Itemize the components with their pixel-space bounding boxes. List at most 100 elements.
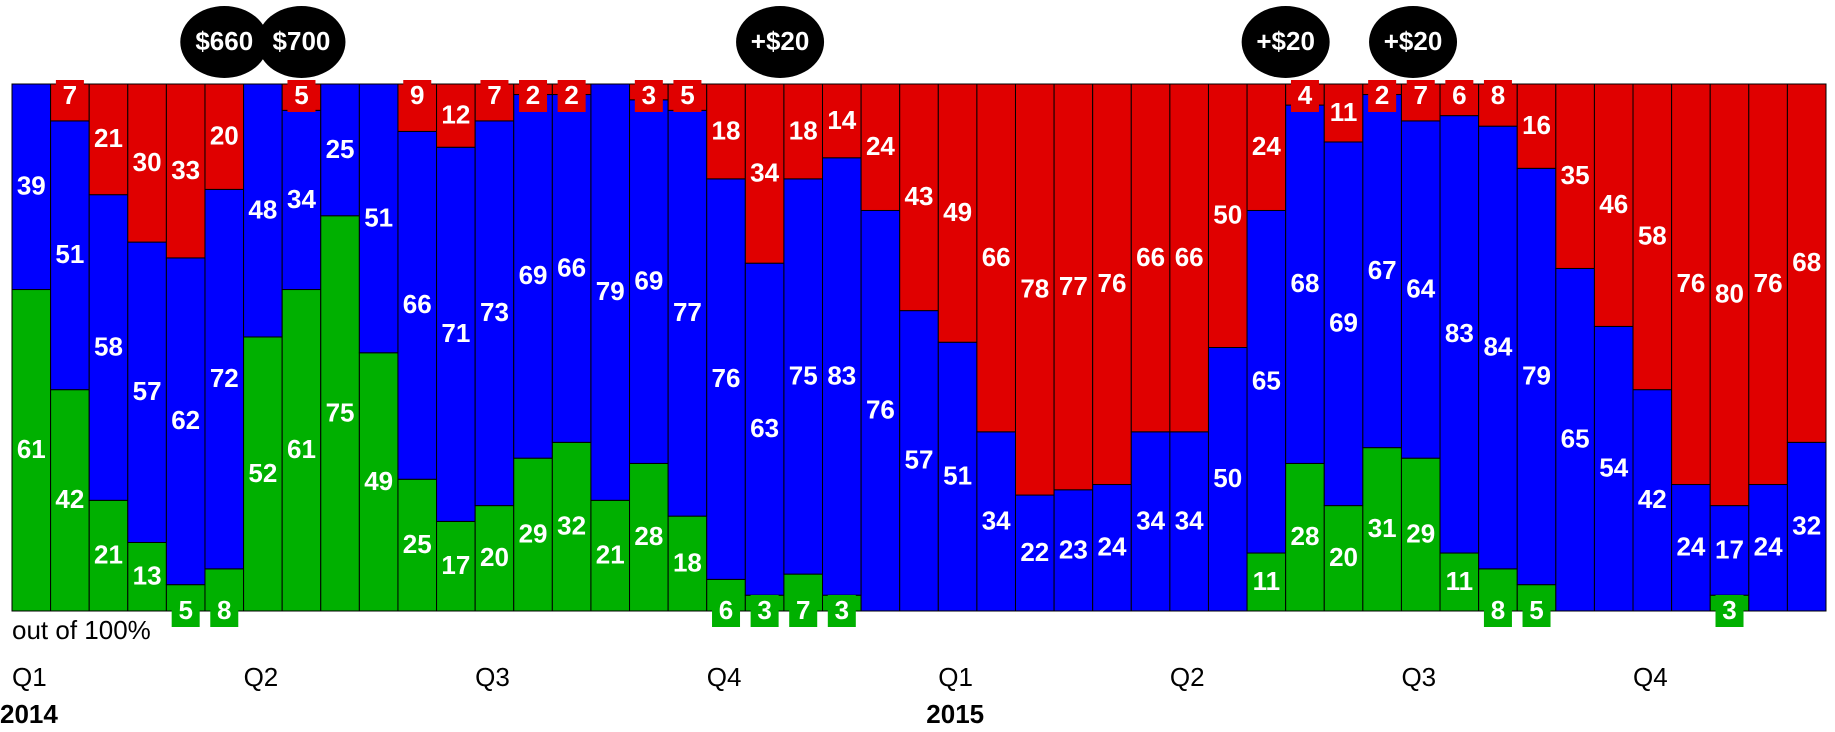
bar-segment bbox=[1709, 83, 1750, 507]
bar-segment bbox=[11, 83, 52, 291]
bar-segment bbox=[204, 83, 245, 190]
data-label: 30 bbox=[133, 147, 162, 177]
data-label: 79 bbox=[596, 276, 625, 306]
data-label: 72 bbox=[210, 363, 239, 393]
label-box bbox=[287, 80, 316, 112]
data-label: 23 bbox=[1059, 534, 1088, 564]
bar-segment bbox=[976, 83, 1016, 433]
data-label: 18 bbox=[789, 115, 818, 145]
data-label: 80 bbox=[1715, 279, 1744, 309]
data-label: 46 bbox=[1599, 189, 1628, 219]
data-label: 20 bbox=[1329, 542, 1358, 572]
bar-segment bbox=[1169, 431, 1209, 612]
data-label: 25 bbox=[326, 134, 355, 164]
data-label: 24 bbox=[866, 131, 895, 161]
data-label: 24 bbox=[1676, 532, 1705, 562]
data-label: 34 bbox=[287, 184, 316, 214]
bar-segment bbox=[513, 457, 553, 612]
data-label: 43 bbox=[905, 181, 934, 211]
label-box bbox=[789, 595, 818, 627]
data-label: 65 bbox=[1252, 366, 1281, 396]
data-label: 65 bbox=[1561, 424, 1590, 454]
bar-segment bbox=[88, 83, 129, 196]
data-label: 22 bbox=[1020, 537, 1049, 567]
data-label: 79 bbox=[1522, 360, 1551, 390]
bar-segment bbox=[1786, 441, 1827, 612]
annotation-bubble bbox=[736, 6, 825, 78]
x-tick-label: Q4 bbox=[1633, 662, 1668, 692]
data-label: 54 bbox=[1599, 453, 1628, 483]
data-label: 32 bbox=[557, 511, 586, 541]
year-label: 2014 bbox=[0, 699, 58, 729]
bar-segment bbox=[88, 499, 129, 612]
label-box bbox=[1715, 595, 1744, 627]
bar-segment bbox=[1014, 83, 1055, 496]
label-box bbox=[519, 80, 548, 112]
bar-segment bbox=[1053, 489, 1094, 612]
data-label: 24 bbox=[1754, 532, 1783, 562]
data-label: 4 bbox=[1298, 80, 1313, 110]
data-label: 49 bbox=[364, 466, 393, 496]
annotation-bubble bbox=[257, 6, 346, 78]
annotation: $660 bbox=[195, 26, 253, 56]
bar-segment bbox=[281, 109, 322, 291]
bar-segment bbox=[860, 209, 901, 612]
label-box bbox=[1368, 80, 1397, 112]
label-box bbox=[673, 80, 702, 112]
bar-segment bbox=[320, 83, 360, 217]
bar-segment bbox=[1786, 83, 1827, 443]
data-label: 28 bbox=[634, 521, 663, 551]
label-box bbox=[403, 80, 432, 112]
x-tick-label: Q2 bbox=[244, 662, 279, 692]
bar-segment bbox=[590, 499, 631, 612]
data-label: 2 bbox=[564, 80, 578, 110]
bar-segment bbox=[976, 431, 1016, 612]
data-label: 24 bbox=[1252, 131, 1281, 161]
bar-segment bbox=[822, 83, 862, 159]
bar-segment bbox=[1593, 83, 1634, 327]
bar-segment bbox=[243, 83, 283, 338]
bar-segment bbox=[1362, 94, 1402, 449]
bar-segment bbox=[1671, 484, 1711, 612]
data-label: 5 bbox=[178, 595, 192, 625]
data-label: 24 bbox=[1098, 532, 1127, 562]
note: out of 100% bbox=[12, 615, 151, 645]
data-label: 14 bbox=[827, 105, 856, 135]
data-label: 6 bbox=[1452, 80, 1466, 110]
data-label: 2 bbox=[526, 80, 540, 110]
data-label: 7 bbox=[63, 80, 77, 110]
bar-segment bbox=[899, 83, 939, 312]
bar-segment bbox=[1516, 83, 1557, 169]
label-box bbox=[750, 595, 779, 627]
x-tick-label: Q1 bbox=[938, 662, 973, 692]
annotation: $700 bbox=[273, 26, 331, 56]
data-label: 11 bbox=[1446, 566, 1474, 596]
data-label: 76 bbox=[866, 395, 895, 425]
bar-segment bbox=[744, 83, 785, 264]
bar-segment bbox=[1362, 447, 1402, 612]
data-label: 3 bbox=[757, 595, 771, 625]
bar-segment bbox=[590, 83, 631, 501]
label-box bbox=[1483, 80, 1512, 112]
x-tick-label: Q2 bbox=[1170, 662, 1205, 692]
bar-segment bbox=[165, 257, 206, 586]
year-label: 2015 bbox=[926, 699, 984, 729]
bar-segment bbox=[1516, 167, 1557, 586]
data-label: 3 bbox=[835, 595, 849, 625]
bar-segment bbox=[1400, 457, 1441, 612]
data-label: 57 bbox=[905, 445, 934, 475]
data-label: 61 bbox=[17, 434, 46, 464]
data-label: 68 bbox=[1792, 247, 1821, 277]
bar-segment bbox=[1323, 83, 1364, 143]
x-tick-label: Q3 bbox=[475, 662, 510, 692]
bar-segment bbox=[1207, 83, 1248, 348]
data-label: 57 bbox=[133, 376, 162, 406]
data-label: 3 bbox=[642, 80, 656, 110]
label-box bbox=[712, 595, 741, 627]
data-label: 66 bbox=[1175, 242, 1204, 272]
label-box bbox=[1483, 595, 1512, 627]
data-label: 34 bbox=[1175, 505, 1204, 535]
annotation: +$20 bbox=[1256, 26, 1315, 56]
data-label: 3 bbox=[1722, 595, 1736, 625]
